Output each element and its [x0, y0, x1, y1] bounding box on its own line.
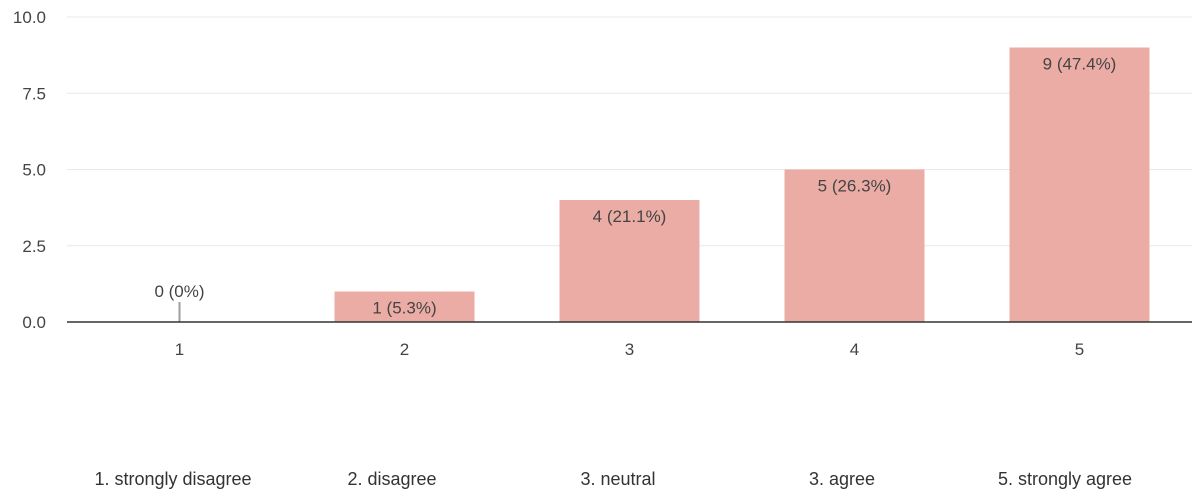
data-label: 0 (0%)	[154, 282, 204, 301]
data-label: 1 (5.3%)	[372, 299, 436, 318]
x-tick-label: 4	[850, 340, 859, 359]
x-tick-label: 3	[625, 340, 634, 359]
x-tick-label: 5	[1075, 340, 1084, 359]
x-axis-ticks: 1 2 3 4 5	[175, 340, 1084, 359]
bar	[1009, 47, 1150, 322]
data-label: 5 (26.3%)	[818, 177, 892, 196]
x-tick-label: 1	[175, 340, 184, 359]
data-label: 9 (47.4%)	[1043, 55, 1117, 74]
y-tick-label: 7.5	[22, 84, 46, 103]
bars	[178, 47, 1150, 322]
scale-note-1: 1. strongly disagree	[94, 469, 252, 489]
y-axis-ticks: 0.0 2.5 5.0 7.5 10.0	[13, 8, 46, 332]
y-tick-label: 5.0	[22, 161, 46, 180]
bar	[559, 200, 700, 322]
data-labels: 0 (0%) 1 (5.3%) 4 (21.1%) 5 (26.3%) 9 (47.4%…	[154, 55, 1116, 318]
scale-note-5: 5. strongly agree	[997, 469, 1133, 489]
y-tick-label: 2.5	[22, 237, 46, 256]
scale-note-2: 2. disagree	[347, 469, 437, 489]
y-tick-label: 10.0	[13, 8, 46, 27]
scale-note-3: 3. neutral	[580, 469, 656, 489]
bar	[334, 291, 475, 322]
y-tick-label: 0.0	[22, 313, 46, 332]
x-tick-label: 2	[400, 340, 409, 359]
data-label: 4 (21.1%)	[593, 207, 667, 226]
scale-note-4: 3. agree	[808, 469, 876, 489]
bar	[784, 169, 925, 322]
